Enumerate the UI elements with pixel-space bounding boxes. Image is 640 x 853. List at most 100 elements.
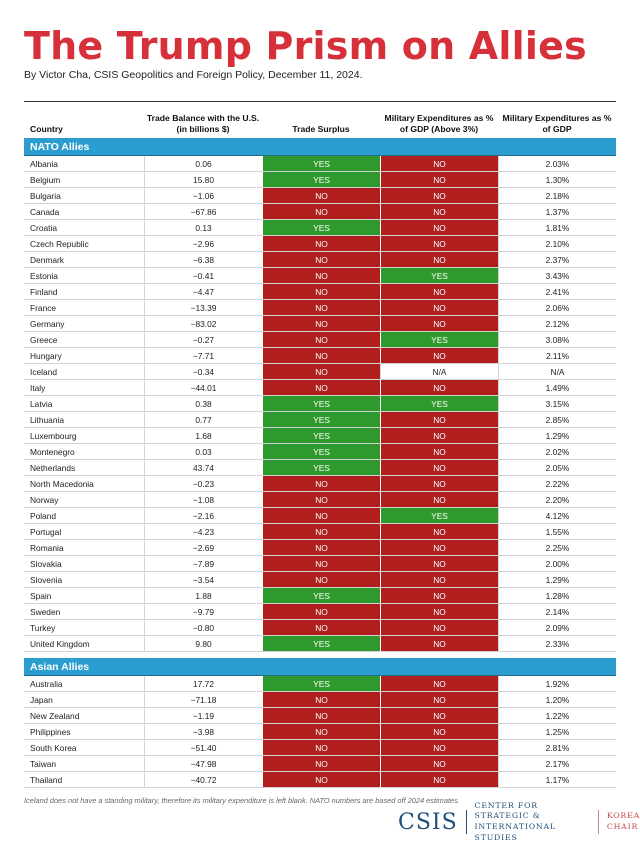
cell-trade-surplus: NO	[262, 724, 380, 739]
cell-trade-balance: −2.16	[144, 508, 262, 523]
cell-trade-balance: −0.23	[144, 476, 262, 491]
cell-trade-surplus: YES	[262, 412, 380, 427]
cell-mil-above: NO	[380, 204, 498, 219]
csis-name-line1: CENTER FOR STRATEGIC &	[474, 800, 541, 821]
cell-mil-gdp: 3.15%	[498, 396, 616, 411]
footnote: Iceland does not have a standing militar…	[24, 796, 460, 805]
cell-trade-balance: 9.80	[144, 636, 262, 651]
cell-country: Croatia	[30, 222, 57, 233]
cell-trade-balance: 0.13	[144, 220, 262, 235]
header-mil-gdp: Military Expenditures as % of GDP	[502, 113, 612, 134]
header-trade-surplus: Trade Surplus	[292, 123, 350, 134]
cell-mil-gdp: 2.02%	[498, 444, 616, 459]
cell-mil-gdp: 2.22%	[498, 476, 616, 491]
table-row: Taiwan −47.98 NO NO 2.17%	[24, 756, 616, 772]
cell-mil-gdp: 2.12%	[498, 316, 616, 331]
cell-mil-above: NO	[380, 476, 498, 491]
cell-mil-above: NO	[380, 692, 498, 707]
cell-country: Thailand	[30, 774, 63, 785]
cell-mil-gdp: 1.81%	[498, 220, 616, 235]
cell-trade-balance: 1.68	[144, 428, 262, 443]
cell-mil-gdp: 2.11%	[498, 348, 616, 363]
table-row: Italy −44.01 NO NO 1.49%	[24, 380, 616, 396]
cell-country: Albania	[30, 158, 58, 169]
cell-trade-surplus: NO	[262, 524, 380, 539]
cell-country: Finland	[30, 286, 58, 297]
cell-country: Slovenia	[30, 574, 63, 585]
cell-trade-balance: −3.98	[144, 724, 262, 739]
cell-mil-above: NO	[380, 412, 498, 427]
logo-divider	[465, 810, 467, 834]
cell-country: Bulgaria	[30, 190, 61, 201]
cell-trade-surplus: NO	[262, 756, 380, 771]
cell-country: Lithuania	[30, 414, 64, 425]
cell-mil-gdp: 1.22%	[498, 708, 616, 723]
cell-mil-gdp: 2.41%	[498, 284, 616, 299]
cell-trade-surplus: NO	[262, 772, 380, 787]
cell-mil-above: NO	[380, 252, 498, 267]
logo-divider-2	[597, 810, 599, 834]
cell-trade-balance: −9.79	[144, 604, 262, 619]
cell-country: North Macedonia	[30, 478, 94, 489]
cell-trade-balance: −3.54	[144, 572, 262, 587]
cell-mil-above: YES	[380, 396, 498, 411]
cell-mil-above: NO	[380, 772, 498, 787]
allies-table: Country Trade Balance with the U.S. (in …	[24, 101, 616, 788]
cell-trade-surplus: NO	[262, 692, 380, 707]
cell-mil-above: NO	[380, 492, 498, 507]
page-title: The Trump Prism on Allies	[24, 24, 587, 68]
cell-trade-balance: −40.72	[144, 772, 262, 787]
cell-country: Italy	[30, 382, 46, 393]
cell-mil-gdp: 3.08%	[498, 332, 616, 347]
table-row: United Kingdom 9.80 YES NO 2.33%	[24, 636, 616, 652]
cell-country: Sweden	[30, 606, 61, 617]
cell-mil-gdp: 2.33%	[498, 636, 616, 651]
cell-trade-surplus: YES	[262, 588, 380, 603]
cell-country: Philippines	[30, 726, 71, 737]
cell-mil-above: NO	[380, 724, 498, 739]
cell-mil-gdp: 3.43%	[498, 268, 616, 283]
table-row: Australia 17.72 YES NO 1.92%	[24, 676, 616, 692]
byline: By Victor Cha, CSIS Geopolitics and Fore…	[24, 69, 363, 81]
csis-logo: CSIS CENTER FOR STRATEGIC & INTERNATIONA…	[398, 801, 640, 842]
table-row: Hungary −7.71 NO NO 2.11%	[24, 348, 616, 364]
cell-trade-surplus: YES	[262, 636, 380, 651]
cell-mil-gdp: 1.55%	[498, 524, 616, 539]
csis-name-line2: INTERNATIONAL STUDIES	[474, 822, 556, 842]
cell-trade-surplus: NO	[262, 348, 380, 363]
cell-country: Latvia	[30, 398, 53, 409]
cell-mil-above: NO	[380, 220, 498, 235]
table-row: Luxembourg 1.68 YES NO 1.29%	[24, 428, 616, 444]
cell-mil-above: NO	[380, 588, 498, 603]
cell-trade-surplus: YES	[262, 444, 380, 459]
cell-trade-balance: −2.69	[144, 540, 262, 555]
table-row: Finland −4.47 NO NO 2.41%	[24, 284, 616, 300]
cell-trade-surplus: NO	[262, 188, 380, 203]
cell-country: Australia	[30, 678, 63, 689]
header-trade-balance: Trade Balance with the U.S. (in billions…	[146, 113, 260, 134]
cell-trade-balance: 0.77	[144, 412, 262, 427]
csis-wordmark: CSIS	[398, 809, 458, 835]
cell-country: France	[30, 302, 57, 313]
table-row: Philippines −3.98 NO NO 1.25%	[24, 724, 616, 740]
cell-trade-surplus: NO	[262, 300, 380, 315]
cell-country: Turkey	[30, 622, 56, 633]
cell-trade-balance: −51.40	[144, 740, 262, 755]
cell-mil-gdp: 1.20%	[498, 692, 616, 707]
cell-mil-above: NO	[380, 460, 498, 475]
cell-country: Belgium	[30, 174, 61, 185]
cell-trade-balance: −1.19	[144, 708, 262, 723]
cell-mil-gdp: 2.17%	[498, 756, 616, 771]
cell-mil-above: NO	[380, 636, 498, 651]
cell-mil-above: N/A	[380, 364, 498, 379]
cell-country: Montenegro	[30, 446, 75, 457]
cell-trade-surplus: YES	[262, 156, 380, 171]
table-row: Poland −2.16 NO YES 4.12%	[24, 508, 616, 524]
cell-mil-above: NO	[380, 524, 498, 539]
cell-mil-gdp: 2.03%	[498, 156, 616, 171]
korea-chair-label: KOREA CHAIR	[607, 811, 640, 832]
cell-country: Romania	[30, 542, 64, 553]
cell-trade-balance: −2.96	[144, 236, 262, 251]
table-row: Germany −83.02 NO NO 2.12%	[24, 316, 616, 332]
cell-mil-above: YES	[380, 332, 498, 347]
